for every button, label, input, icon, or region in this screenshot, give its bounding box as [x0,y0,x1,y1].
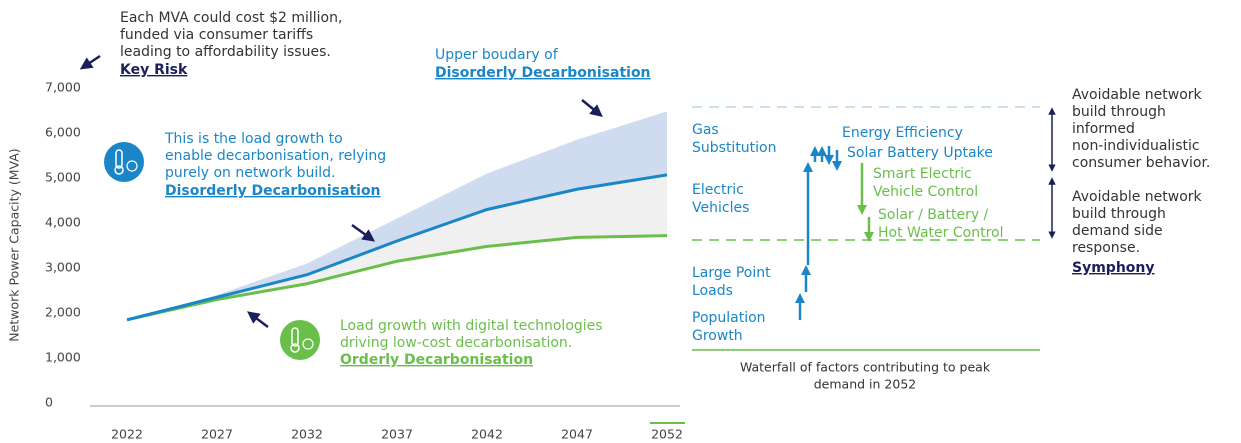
y-tick-label: 7,000 [45,80,81,95]
y-tick-label: 5,000 [45,170,81,185]
pointer-arrows [79,54,1056,328]
annotation-line: Hot Water Control [878,225,1003,241]
annotation-line: informed [1072,121,1135,137]
annotation-line: This is the load growth to [164,131,343,147]
orderly-link: Orderly Decarbonisation [340,352,533,368]
annotation-line: Energy Efficiency [842,125,963,141]
annotation-line: Smart Electric [873,166,972,182]
series-line [126,173,668,322]
symphony-link: Symphony [1072,260,1155,276]
annotation-line: non-individualistic [1072,138,1200,154]
annotation-line: Each MVA could cost $2 million, [120,10,342,26]
annotation-line: Upper boudary of [435,47,559,63]
x-tick-label: 2047 [561,427,593,442]
x-tick-label: 2037 [381,427,413,442]
waterfall-arrows [795,146,842,320]
annotation-line: Solar / Battery / [878,207,989,223]
icon-disorderly [104,142,144,182]
annotation-line: funded via consumer tariffs [120,27,313,43]
annotation-line: Growth [692,328,743,344]
annotation-line: driving low-cost decarbonisation. [340,335,572,351]
annotation-line: Avoidable network [1072,189,1203,205]
annotation-line: Electric [692,182,744,198]
annotation-line: purely on network build. [165,165,336,181]
annotation-line: build through [1072,206,1166,222]
annotation-line: Vehicle Control [873,184,978,200]
x-tick-label: 2022 [111,427,143,442]
disorderly-link: Disorderly Decarbonisation [165,183,381,199]
annotation-line: Solar Battery Uptake [847,145,993,161]
annotation-line: consumer behavior. [1072,155,1210,171]
y-tick-label: 2,000 [45,305,81,320]
y-tick-label: 3,000 [45,260,81,275]
gap-band [127,174,667,320]
y-tick-label: 6,000 [45,125,81,140]
x-tick-label: 2052 [651,427,683,442]
annotation-line: Load growth with digital technologies [340,318,603,334]
annotation-line: Gas [692,122,719,138]
y-tick-label: 1,000 [45,350,81,365]
x-tick-label: 2042 [471,427,503,442]
waterfall-green-arrows [857,163,874,242]
y-tick-label: 0 [45,395,53,410]
annotation-line: enable decarbonisation, relying [165,148,386,164]
waterfall-caption: Waterfall of factors contributing to pea… [740,360,991,375]
icon-orderly [280,320,320,360]
annotation-line: demand side [1072,223,1163,239]
x-tick-label: 2032 [291,427,323,442]
y-tick-label: 4,000 [45,215,81,230]
annotation-line: Large Point [692,265,771,281]
annotation-line: Substitution [692,140,777,156]
annotation-line: build through [1072,104,1166,120]
annotation-line: Loads [692,283,733,299]
key-risk-link: Key Risk [120,62,188,78]
annotation-line: response. [1072,240,1140,256]
annotation-line: Population [692,310,766,326]
annotation-line: Avoidable network [1072,87,1203,103]
waterfall-caption: demand in 2052 [814,377,916,392]
annotation-line: leading to affordability issues. [120,44,331,60]
series-line [126,234,668,322]
upper-link: Disorderly Decarbonisation [435,65,651,81]
x-tick-label: 2027 [201,427,233,442]
annotation-line: Vehicles [692,200,749,216]
y-label: Network Power Capacity (MVA) [7,148,22,341]
upper-band [127,111,667,320]
